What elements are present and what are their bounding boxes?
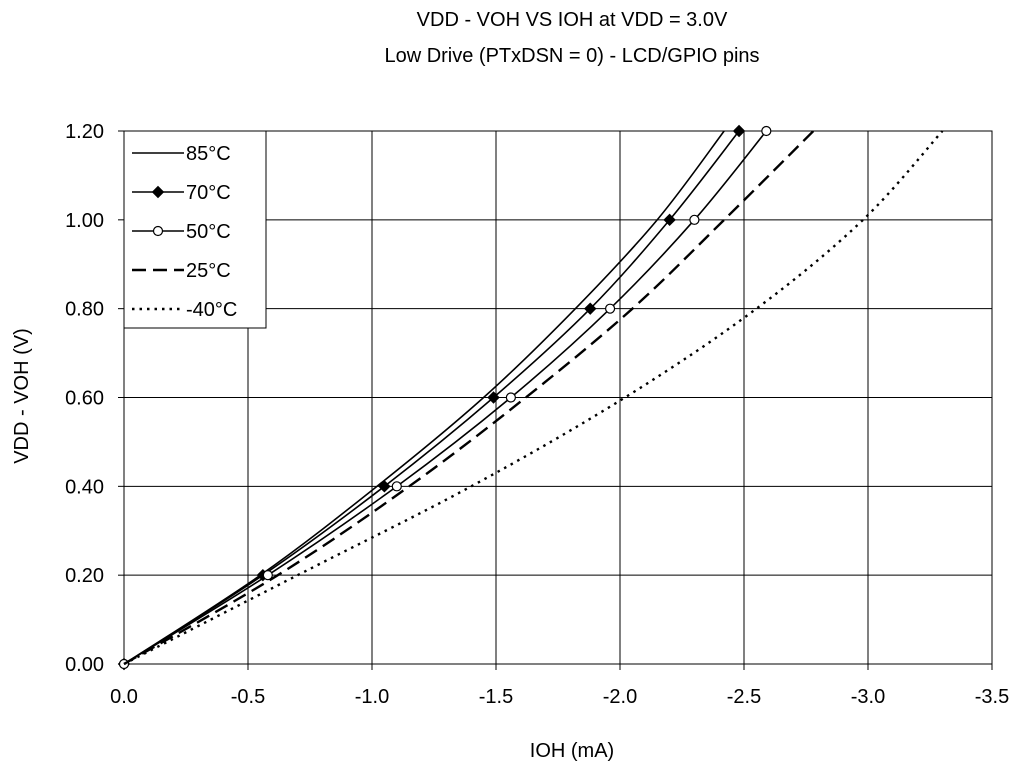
- legend-entry: 25°C: [186, 260, 231, 282]
- legend-marker: [152, 225, 164, 237]
- y-axis-label: VDD - VOH (V): [11, 328, 33, 464]
- legend: 85°C 70°C 50°C 25°C -40°C: [123, 130, 267, 329]
- y-tick-label: 0.00: [65, 654, 104, 676]
- data-point-marker: [663, 213, 676, 227]
- series-4: [123, 130, 815, 666]
- legend-entry: 85°C: [186, 143, 231, 165]
- x-tick-label: -2.5: [727, 686, 761, 708]
- x-tick-label: -1.5: [479, 686, 513, 708]
- x-tick-label: -3.0: [851, 686, 885, 708]
- x-tick-label: -1.0: [355, 686, 389, 708]
- data-point-marker: [391, 481, 402, 492]
- data-point-marker: [487, 391, 500, 404]
- y-tick-label: 0.60: [65, 388, 104, 410]
- series-line: [123, 130, 815, 666]
- x-tick-label: -2.0: [603, 686, 637, 708]
- x-axis-label: IOH (mA): [530, 740, 614, 762]
- y-tick-label: 0.20: [65, 565, 104, 587]
- legend-entry: 50°C: [186, 221, 231, 243]
- legend-entry: -40°C: [186, 299, 237, 321]
- data-point-marker: [505, 392, 516, 403]
- x-tick-label: 0.0: [110, 686, 138, 708]
- data-point-marker: [604, 303, 616, 314]
- legend-entry: 70°C: [186, 182, 231, 204]
- series-3: [118, 125, 772, 670]
- data-point-marker: [732, 124, 746, 138]
- y-tick-label: 1.00: [65, 210, 104, 232]
- legend-box: [123, 130, 267, 329]
- data-point-marker: [584, 302, 597, 315]
- y-tick-label: 0.40: [65, 476, 104, 498]
- chart-subtitle: Low Drive (PTxDSN = 0) - LCD/GPIO pins: [384, 45, 759, 67]
- data-point-marker: [262, 570, 273, 581]
- x-tick-label: -0.5: [231, 686, 265, 708]
- data-point-marker: [761, 125, 772, 137]
- chart-title: VDD - VOH VS IOH at VDD = 3.0V: [417, 9, 728, 31]
- x-tick-label: -3.5: [975, 686, 1009, 708]
- legend-marker: [151, 185, 165, 199]
- y-tick-label: 1.20: [65, 121, 104, 143]
- y-tick-label: 0.80: [65, 299, 104, 321]
- series-layer: [117, 124, 944, 671]
- data-point-marker: [689, 214, 700, 225]
- data-point-marker: [378, 480, 391, 493]
